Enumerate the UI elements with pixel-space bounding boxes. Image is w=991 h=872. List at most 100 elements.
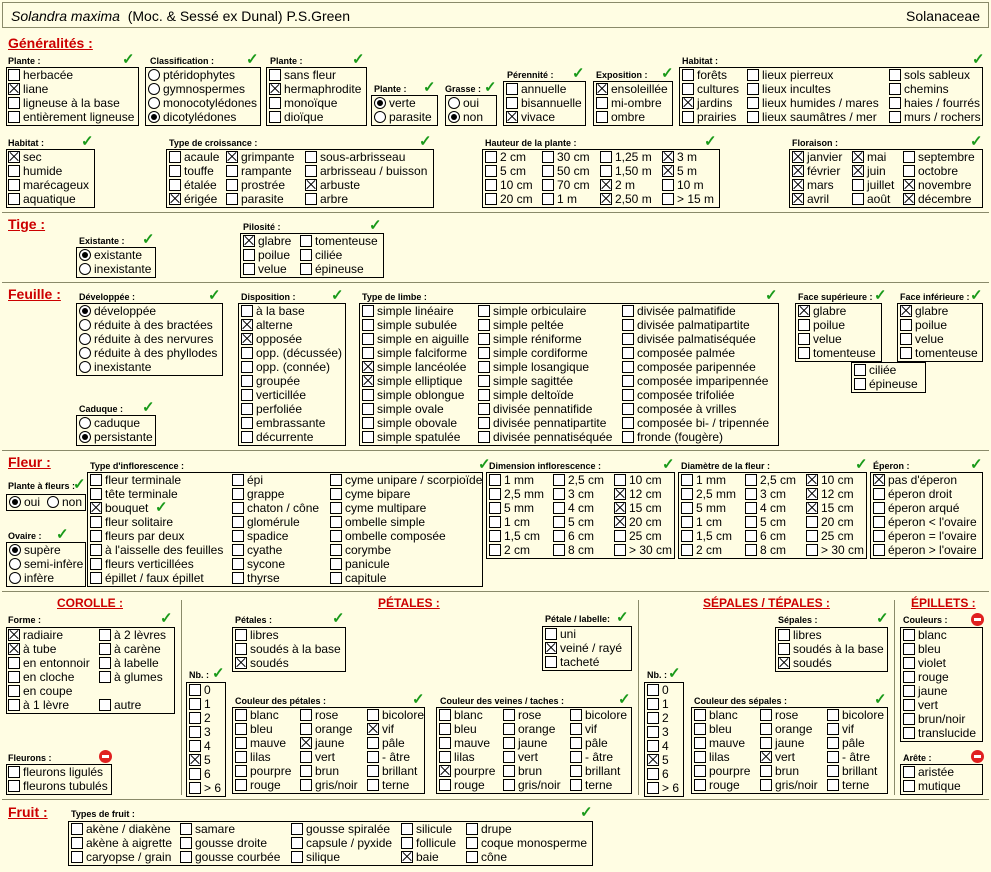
checkbox[interactable] — [362, 347, 374, 359]
checkbox-limbe[interactable]: simple losangique — [478, 360, 589, 374]
checkbox[interactable] — [545, 628, 557, 640]
checkbox-habitat1[interactable]: lieux incultes — [747, 82, 831, 96]
checkbox-arete[interactable]: aristée — [903, 765, 954, 779]
checkbox[interactable] — [545, 656, 557, 668]
checkbox-perenn[interactable]: vivace — [506, 110, 555, 124]
checkbox[interactable] — [362, 305, 374, 317]
checkbox-inflo[interactable]: grappe — [232, 487, 284, 501]
checkbox[interactable] — [478, 361, 490, 373]
checkbox[interactable] — [90, 474, 102, 486]
checkbox[interactable] — [542, 165, 554, 177]
checkbox-inflo[interactable]: fleur terminale — [90, 473, 181, 487]
checkbox-coulpet[interactable]: blanc — [235, 708, 279, 722]
checkbox[interactable] — [330, 572, 342, 584]
checkbox-limbe[interactable]: simple sagittée — [478, 374, 573, 388]
checkbox-hauteur[interactable]: 2,50 m — [600, 192, 652, 206]
checkbox[interactable] — [8, 671, 20, 683]
checkbox[interactable] — [681, 530, 693, 542]
checkbox-diamfleur[interactable]: 20 cm — [806, 515, 854, 529]
checkbox[interactable] — [478, 319, 490, 331]
checkbox-diamfleur[interactable]: 3 cm — [745, 487, 786, 501]
checkbox-diminflo[interactable]: 5 cm — [553, 515, 594, 529]
checkbox[interactable] — [243, 249, 255, 261]
checkbox-hauteur[interactable]: 70 cm — [542, 178, 590, 192]
checkbox[interactable] — [852, 151, 864, 163]
checkbox[interactable] — [330, 502, 342, 514]
checkbox-hauteur[interactable]: 3 m — [662, 150, 697, 164]
checkbox[interactable] — [71, 851, 83, 863]
checkbox-hauteur[interactable]: 5 cm — [485, 164, 526, 178]
checkbox[interactable] — [622, 347, 634, 359]
checkbox[interactable] — [362, 333, 374, 345]
checkbox-coulpet[interactable]: vif — [367, 722, 394, 736]
checkbox[interactable] — [570, 723, 582, 735]
checkbox-coulsep[interactable]: bleu — [694, 722, 732, 736]
checkbox-inflo[interactable]: cyathe — [232, 543, 282, 557]
checkbox[interactable] — [478, 347, 490, 359]
checkbox[interactable] — [827, 737, 839, 749]
checkbox-inflo[interactable]: cyme bipare — [330, 487, 410, 501]
checkbox-disposition[interactable]: alterne — [241, 318, 293, 332]
checkbox-nbsep[interactable]: 2 — [647, 711, 669, 725]
checkbox-croiss[interactable]: touffe — [169, 164, 214, 178]
checkbox[interactable] — [792, 151, 804, 163]
checkbox[interactable] — [852, 179, 864, 191]
checkbox[interactable] — [596, 97, 608, 109]
checkbox-hauteur[interactable]: 1,25 m — [600, 150, 652, 164]
checkbox-diamfleur[interactable]: 12 cm — [806, 487, 854, 501]
checkbox-fruit[interactable]: baie — [401, 850, 439, 864]
checkbox[interactable] — [478, 305, 490, 317]
checkbox[interactable] — [682, 111, 694, 123]
checkbox-diminflo[interactable]: 1 cm — [489, 515, 530, 529]
checkbox[interactable] — [647, 712, 659, 724]
checkbox[interactable] — [90, 572, 102, 584]
checkbox[interactable] — [647, 726, 659, 738]
checkbox[interactable] — [305, 179, 317, 191]
checkbox-labelle[interactable]: veiné / rayé — [545, 641, 622, 655]
checkbox[interactable] — [232, 474, 244, 486]
checkbox-fruit[interactable]: follicule — [401, 836, 456, 850]
checkbox-pilosite[interactable]: glabre — [243, 234, 291, 248]
checkbox-croiss[interactable]: sous-arbrisseau — [305, 150, 405, 164]
radio-button[interactable] — [9, 572, 21, 584]
checkbox[interactable] — [362, 375, 374, 387]
checkbox[interactable] — [694, 737, 706, 749]
checkbox[interactable] — [503, 765, 515, 777]
checkbox[interactable] — [241, 319, 253, 331]
checkbox[interactable] — [401, 837, 413, 849]
checkbox[interactable] — [806, 530, 818, 542]
checkbox-diamfleur[interactable]: 10 cm — [806, 473, 854, 487]
checkbox[interactable] — [235, 629, 247, 641]
radio-button[interactable] — [148, 97, 160, 109]
checkbox-diminflo[interactable]: 3 cm — [553, 487, 594, 501]
checkbox-eperon[interactable]: éperon = l'ovaire — [873, 529, 977, 543]
checkbox[interactable] — [189, 740, 201, 752]
checkbox[interactable] — [503, 751, 515, 763]
checkbox[interactable] — [682, 69, 694, 81]
checkbox[interactable] — [8, 151, 20, 163]
checkbox-disposition[interactable]: verticillée — [241, 388, 306, 402]
checkbox-habitat1[interactable]: cultures — [682, 82, 739, 96]
checkbox-coulveine[interactable]: vert — [503, 750, 538, 764]
checkbox-diminflo[interactable]: 20 cm — [614, 515, 662, 529]
checkbox[interactable] — [367, 765, 379, 777]
checkbox[interactable] — [903, 151, 915, 163]
checkbox[interactable] — [900, 319, 912, 331]
checkbox-limbe[interactable]: simple linéaire — [362, 304, 454, 318]
checkbox[interactable] — [235, 643, 247, 655]
checkbox-diamfleur[interactable]: 1,5 cm — [681, 529, 732, 543]
checkbox-diminflo[interactable]: 15 cm — [614, 501, 662, 515]
checkbox-diminflo[interactable]: 6 cm — [553, 529, 594, 543]
checkbox[interactable] — [362, 389, 374, 401]
checkbox[interactable] — [269, 97, 281, 109]
checkbox-eperon[interactable]: éperon arqué — [873, 501, 959, 515]
checkbox-coulveine[interactable]: bicolore — [570, 708, 627, 722]
checkbox[interactable] — [622, 403, 634, 415]
checkbox-coulpet[interactable]: lilas — [235, 750, 271, 764]
checkbox[interactable] — [232, 516, 244, 528]
checkbox-nbsep[interactable]: 1 — [647, 697, 669, 711]
checkbox[interactable] — [485, 151, 497, 163]
checkbox-limbe[interactable]: fronde (fougère) — [622, 430, 723, 444]
checkbox[interactable] — [506, 111, 518, 123]
checkbox-limbe[interactable]: simple oblongue — [362, 388, 464, 402]
